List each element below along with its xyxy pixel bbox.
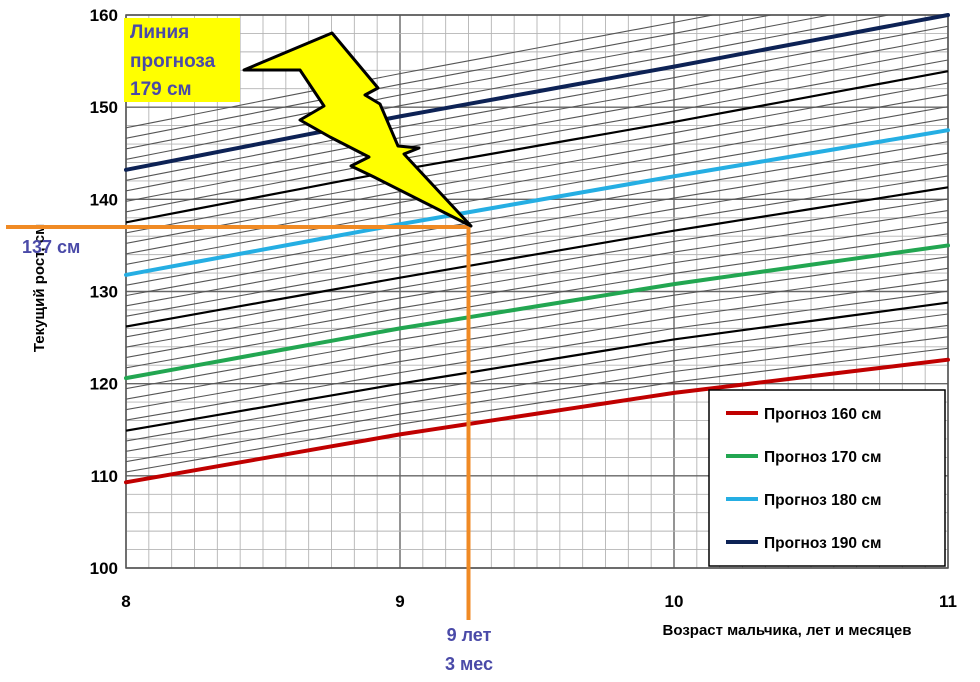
y-tick-label: 150 bbox=[90, 98, 118, 117]
y-axis-title: Текущий рост, см bbox=[31, 224, 48, 352]
marker-x-label-line-1: 9 лет bbox=[447, 625, 492, 645]
fine-forecast-line bbox=[125, 141, 949, 286]
fine-forecast-line bbox=[126, 15, 892, 160]
y-tick-label: 130 bbox=[90, 283, 118, 302]
series-line bbox=[124, 243, 950, 381]
fine-forecast-line bbox=[126, 15, 774, 139]
callout-line-2: прогноза bbox=[130, 51, 216, 72]
x-tick-label: 11 bbox=[939, 592, 957, 611]
y-tick-label: 160 bbox=[90, 6, 118, 25]
fine-forecast-line bbox=[125, 221, 949, 359]
marker-y-label: 137 см bbox=[22, 237, 80, 257]
callout-box bbox=[124, 18, 240, 102]
callout-line-3: 179 см bbox=[130, 79, 192, 100]
lightning-bolt-icon bbox=[242, 31, 473, 228]
fine-forecast-line bbox=[126, 15, 833, 150]
fine-forecast-line bbox=[125, 267, 949, 400]
fine-forecast-line bbox=[125, 256, 949, 390]
y-tick-label: 120 bbox=[90, 375, 118, 394]
y-tick-label: 100 bbox=[90, 559, 118, 578]
fine-forecast-line bbox=[125, 336, 949, 463]
forecast-series bbox=[124, 13, 950, 485]
fine-forecast-lines bbox=[125, 15, 949, 473]
fine-forecast-line bbox=[125, 94, 949, 244]
fine-forecast-line bbox=[125, 290, 949, 421]
legend-label: Прогноз 170 см bbox=[764, 449, 881, 466]
chart-legend: Прогноз 160 см Прогноз 170 см Прогноз 180 … bbox=[708, 389, 946, 567]
y-tick-label: 140 bbox=[90, 190, 118, 209]
fine-forecast-line bbox=[125, 279, 949, 411]
intermediate-forecast-lines bbox=[125, 70, 949, 432]
callout-line-1: Линия bbox=[130, 22, 189, 43]
legend-label: Прогноз 180 см bbox=[764, 492, 881, 509]
y-tick-label: 110 bbox=[91, 467, 118, 486]
fine-forecast-line bbox=[125, 82, 949, 234]
series-line bbox=[124, 128, 950, 277]
series-line bbox=[124, 13, 950, 172]
fine-forecast-line bbox=[125, 36, 949, 192]
y-tick-labels: 100 110 120 130 140 150 160 bbox=[90, 6, 118, 578]
fine-forecast-line bbox=[125, 347, 949, 473]
legend-box bbox=[708, 389, 946, 567]
fine-forecast-line bbox=[125, 59, 949, 213]
legend-label: Прогноз 190 см bbox=[764, 535, 881, 552]
x-axis-title: Возраст мальчика, лет и месяцев bbox=[663, 622, 912, 639]
intermediate-forecast-line bbox=[125, 70, 949, 224]
x-tick-label: 10 bbox=[665, 592, 684, 611]
fine-forecast-line bbox=[126, 15, 716, 129]
fine-forecast-line bbox=[125, 152, 949, 297]
x-tick-label: 8 bbox=[121, 592, 130, 611]
legend-label: Прогноз 160 см bbox=[764, 406, 881, 423]
fine-forecast-line bbox=[125, 175, 949, 317]
fine-forecast-line bbox=[125, 210, 949, 348]
fine-forecast-line bbox=[125, 233, 949, 369]
fine-forecast-line bbox=[125, 313, 949, 442]
fine-forecast-line bbox=[125, 163, 949, 307]
fine-forecast-line bbox=[125, 25, 949, 181]
series-line bbox=[124, 357, 950, 485]
intermediate-forecast-line bbox=[125, 186, 949, 328]
intermediate-forecast-line bbox=[125, 301, 949, 432]
fine-forecast-line bbox=[125, 48, 949, 202]
marker-lines bbox=[6, 224, 471, 620]
marker-x-label-line-2: 3 мес bbox=[445, 654, 493, 674]
x-tick-labels: 8 9 10 11 bbox=[121, 592, 957, 611]
fine-forecast-line bbox=[125, 324, 949, 452]
fine-forecast-line bbox=[125, 198, 949, 338]
x-tick-label: 9 bbox=[395, 592, 404, 611]
fine-forecast-line bbox=[125, 117, 949, 265]
